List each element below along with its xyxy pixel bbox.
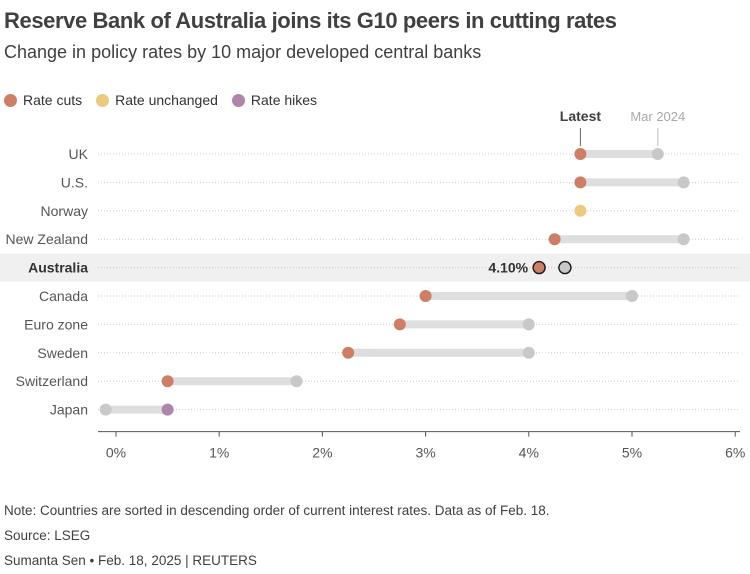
legend-item-unchanged: Rate unchanged [96, 92, 218, 108]
column-label-latest: Latest [560, 108, 602, 124]
dot-plot-chart: Latest Mar 2024 0% 1% 2% 3% 4% 5% 6% UK U.S. Norway… [0, 108, 750, 461]
footnote: Note: Countries are sorted in descending… [4, 503, 550, 518]
previous-rate-dot [290, 375, 303, 388]
row-label-japan: Japan [50, 402, 88, 418]
previous-rate-dot [651, 148, 664, 160]
latest-rate-dot [532, 260, 546, 275]
previous-rate-dot [677, 176, 690, 189]
x-tick-label: 2% [312, 445, 332, 461]
credit-line: Sumanta Sen • Feb. 18, 2025 | REUTERS [4, 553, 257, 568]
x-tick-label: 6% [725, 445, 745, 461]
previous-rate-dot [626, 290, 638, 302]
chart-title: Reserve Bank of Australia joins its G10 … [4, 8, 617, 33]
latest-rate-dot [548, 233, 561, 246]
row-label-canada: Canada [39, 288, 88, 304]
latest-rate-dot [574, 204, 587, 217]
row-label-uk: UK [69, 146, 89, 162]
latest-rate-dot [393, 318, 406, 331]
row-label-new-zealand: New Zealand [6, 231, 89, 247]
legend-label-hikes: Rate hikes [250, 92, 318, 108]
latest-rate-dot [419, 290, 432, 302]
previous-rate-dot [522, 318, 535, 331]
x-tick-label: 4% [519, 445, 539, 461]
x-tick-label: 0% [106, 445, 126, 461]
row-label-australia: Australia [28, 260, 88, 276]
source-line: Source: LSEG [4, 528, 91, 543]
x-tick-label: 1% [209, 445, 229, 461]
column-label-previous: Mar 2024 [630, 109, 685, 124]
chart-subtitle: Change in policy rates by 10 major devel… [4, 42, 482, 62]
row-label-switzerland: Switzerland [16, 373, 88, 389]
legend-swatch-cuts [4, 93, 17, 107]
legend-swatch-unchanged [96, 93, 110, 107]
legend-item-hikes: Rate hikes [231, 92, 318, 108]
row-label-sweden: Sweden [37, 345, 88, 361]
row-label-norway: Norway [41, 203, 88, 219]
previous-rate-dot [677, 233, 690, 246]
legend-label-cuts: Rate cuts [23, 92, 83, 108]
row-label-euro-zone: Euro zone [24, 316, 88, 332]
previous-rate-dot [558, 260, 572, 275]
legend-item-cuts: Rate cuts [4, 92, 82, 108]
highlight-value-label: 4.10% [488, 260, 528, 276]
latest-rate-dot [161, 375, 174, 388]
latest-rate-dot [574, 176, 587, 189]
x-tick-label: 3% [415, 445, 435, 461]
legend-label-unchanged: Rate unchanged [115, 92, 218, 108]
previous-rate-dot [99, 403, 112, 416]
latest-rate-dot [574, 148, 587, 160]
row-label-u-s-: U.S. [61, 174, 88, 190]
legend: Rate cuts Rate unchanged Rate hikes [4, 92, 331, 108]
legend-swatch-hikes [231, 93, 245, 107]
previous-rate-dot [522, 346, 535, 359]
latest-rate-dot [342, 346, 355, 359]
latest-rate-dot [161, 403, 174, 416]
x-tick-label: 5% [622, 445, 642, 461]
highlight-band [0, 253, 750, 282]
